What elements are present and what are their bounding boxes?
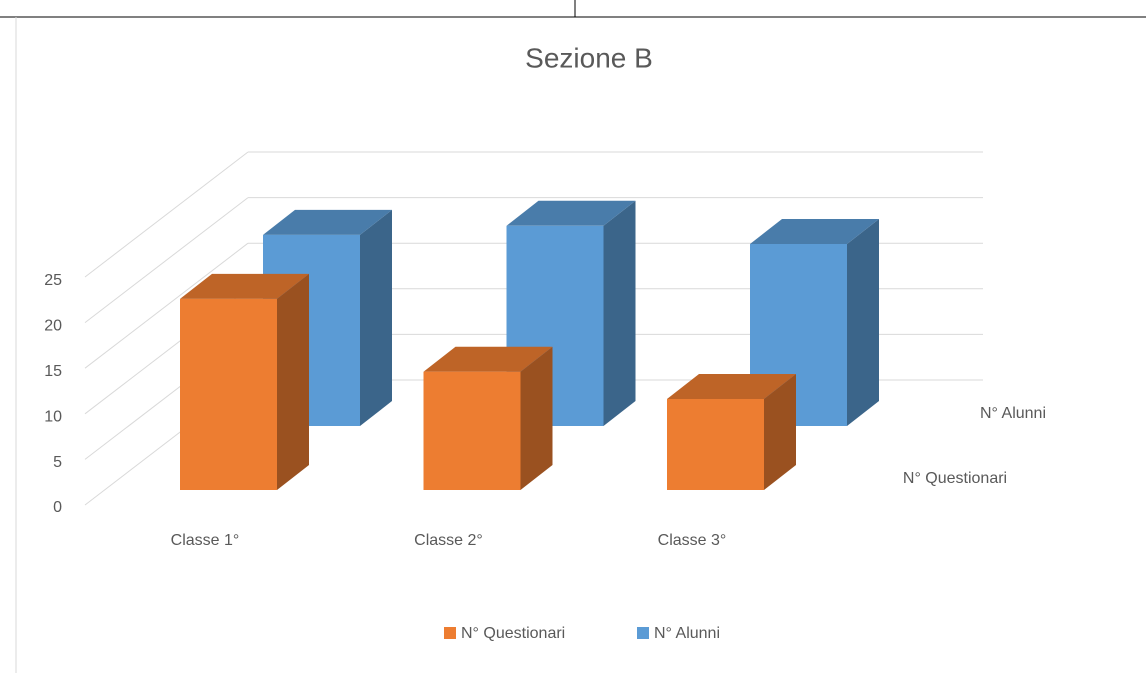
- bar-side: [520, 346, 553, 490]
- bar-side: [603, 200, 636, 426]
- y-tick-label: 0: [53, 499, 62, 516]
- y-tick-label: 25: [44, 272, 62, 289]
- x-tick-label: Classe 2°: [414, 532, 483, 549]
- x-tick-label: Classe 3°: [658, 532, 727, 549]
- legend-swatch: [444, 627, 456, 639]
- bar: [180, 298, 277, 490]
- bar-top: [667, 374, 796, 399]
- bar-top: [180, 273, 309, 299]
- bar-top: [423, 346, 553, 372]
- depth-label: N° Alunni: [980, 405, 1046, 422]
- bar-top: [750, 219, 879, 244]
- y-tick-label: 10: [44, 408, 62, 425]
- legend-label: N° Alunni: [654, 625, 720, 642]
- x-tick-label: Classe 1°: [171, 532, 240, 549]
- bar-side: [360, 209, 392, 426]
- grid-line: [84, 242, 249, 369]
- y-tick-label: 15: [44, 363, 62, 380]
- depth-label: N° Questionari: [903, 470, 1007, 487]
- y-tick-label: 5: [53, 454, 62, 471]
- bar: [667, 399, 764, 490]
- legend-label: N° Questionari: [461, 625, 565, 642]
- bar-side: [847, 219, 879, 426]
- bar: [423, 371, 521, 490]
- y-tick-label: 20: [44, 318, 62, 335]
- bar-side: [277, 273, 309, 490]
- legend-swatch: [637, 627, 649, 639]
- bar-top: [263, 209, 392, 235]
- chart-title: Sezione B: [525, 42, 653, 73]
- bar-top: [506, 200, 636, 226]
- grid-line: [84, 151, 249, 278]
- grid-line: [84, 197, 249, 323]
- bar-side: [764, 374, 796, 490]
